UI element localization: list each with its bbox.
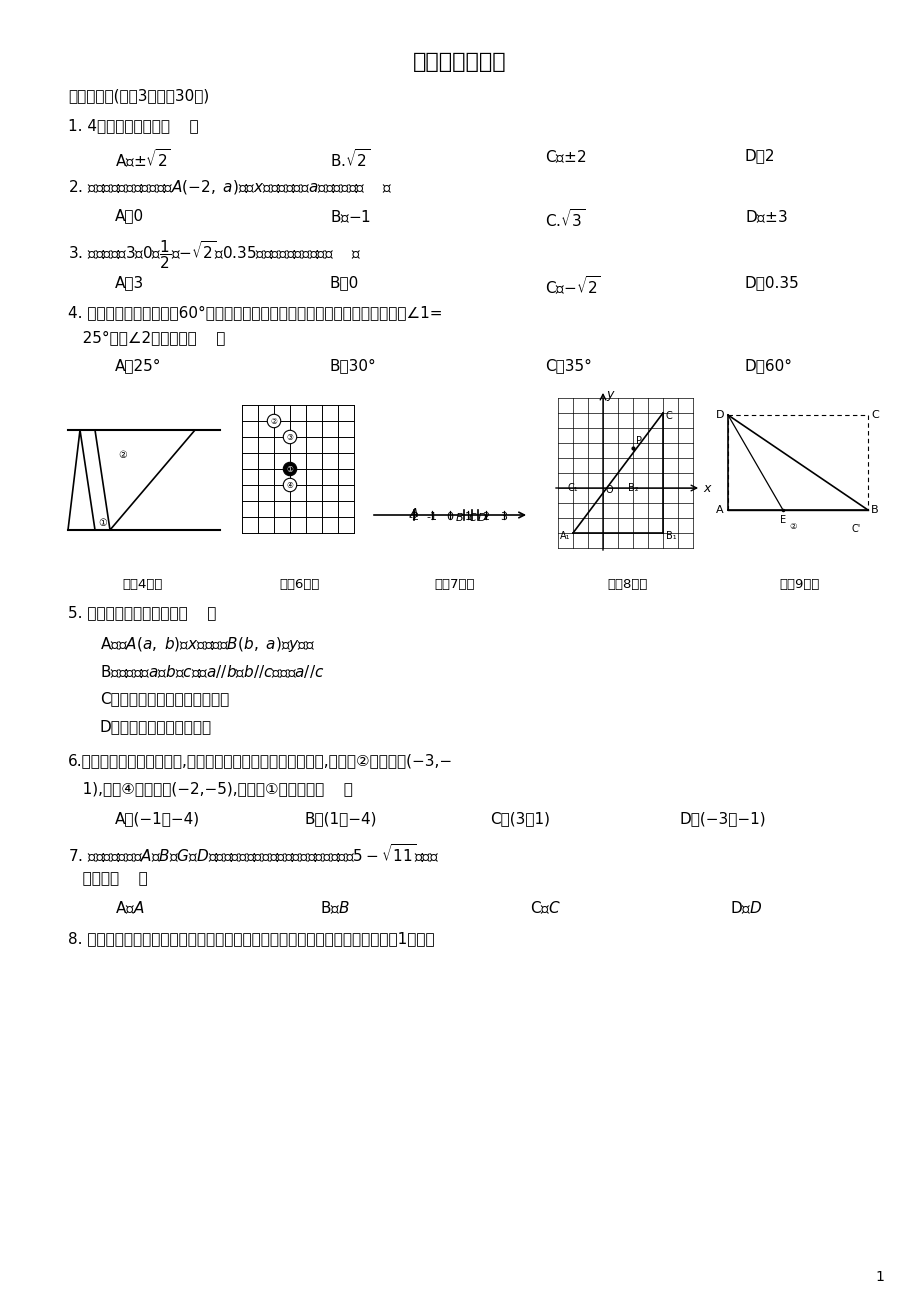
Text: 的点是（    ）: 的点是（ ） [68, 871, 148, 885]
Text: D．$D$: D．$D$ [729, 898, 762, 915]
Text: B₁: B₁ [665, 531, 675, 542]
Text: y: y [606, 388, 613, 401]
Text: -2: -2 [408, 512, 419, 522]
Text: A．$\pm\sqrt{2}$: A．$\pm\sqrt{2}$ [115, 148, 171, 171]
Text: 8. 如图，将正方形网格放置在平面直角坐标系中，其中每个小正方形的边长均为1，三角: 8. 如图，将正方形网格放置在平面直角坐标系中，其中每个小正方形的边长均为1，三… [68, 931, 434, 947]
Text: ②: ② [270, 417, 278, 426]
Text: 2: 2 [482, 512, 489, 522]
Text: D: D [715, 410, 723, 421]
Text: A₁: A₁ [559, 531, 570, 542]
Circle shape [267, 414, 280, 428]
Text: B．30°: B．30° [330, 358, 377, 372]
Text: C.$\sqrt{3}$: C.$\sqrt{3}$ [544, 208, 584, 230]
Text: C．$-\sqrt{2}$: C．$-\sqrt{2}$ [544, 275, 600, 298]
Circle shape [283, 430, 297, 444]
Text: C: C [665, 411, 672, 421]
Text: 1),白棋④的坐标为(−2,−5),则黑棋①的坐标为（    ）: 1),白棋④的坐标为(−2,−5),则黑棋①的坐标为（ ） [68, 781, 353, 796]
Text: （第4题）: （第4题） [122, 578, 163, 591]
Text: A．0: A．0 [115, 208, 144, 223]
Text: D．2: D．2 [744, 148, 775, 163]
Text: ①: ① [286, 465, 293, 474]
Text: 25°，则∠2的度数是（    ）: 25°，则∠2的度数是（ ） [68, 329, 225, 345]
Text: E: E [779, 516, 785, 525]
Text: C．两直线平行，同旁内角互补: C．两直线平行，同旁内角互补 [100, 691, 229, 706]
Text: 3: 3 [500, 512, 507, 522]
Text: D．60°: D．60° [744, 358, 792, 372]
Text: 5. 下列命题中，假命题是（    ）: 5. 下列命题中，假命题是（ ） [68, 605, 216, 620]
Text: B．$-1$: B．$-1$ [330, 208, 370, 225]
Text: 1: 1 [875, 1269, 883, 1284]
Text: A: A [409, 506, 418, 519]
Text: -1: -1 [426, 512, 437, 522]
Text: A．(−1，−4): A．(−1，−4) [115, 811, 200, 825]
Text: B．(1，−4): B．(1，−4) [305, 811, 377, 825]
Text: O: O [606, 486, 613, 495]
Text: ③: ③ [286, 432, 293, 441]
Circle shape [283, 478, 297, 492]
Text: 期中达标测试卷: 期中达标测试卷 [413, 52, 506, 72]
Text: 4. 如图，小聪把一块含有60°角的直角三角板的两个顶点放在直尺的对边上．若∠1=: 4. 如图，小聪把一块含有60°角的直角三角板的两个顶点放在直尺的对边上．若∠1… [68, 305, 442, 320]
Text: （第8题）: （第8题） [607, 578, 648, 591]
Text: （第9题）: （第9题） [779, 578, 820, 591]
Text: D．0.35: D．0.35 [744, 275, 799, 290]
Text: B．如果直线$a$，$b$，$c$满足$a//b$，$b//c$，那么$a//c$: B．如果直线$a$，$b$，$c$满足$a//b$，$b//c$，那么$a//c… [100, 663, 324, 680]
Text: B: B [456, 513, 463, 523]
Text: 7. 如图，数轴上有$A$，$B$，$G$，$D$四点，根据图中各点的位置，所表示的数与$5-\sqrt{11}$最接近: 7. 如图，数轴上有$A$，$B$，$G$，$D$四点，根据图中各点的位置，所表… [68, 842, 438, 866]
Text: x: x [702, 482, 709, 495]
Text: C．35°: C．35° [544, 358, 591, 372]
Text: ①: ① [98, 518, 107, 529]
Text: 2. 在平面直角坐标系中，点$A(-2,\ a)$位于$x$轴的上方，则$a$的值可以是（    ）: 2. 在平面直角坐标系中，点$A(-2,\ a)$位于$x$轴的上方，则$a$的… [68, 178, 392, 197]
Text: （第7题）: （第7题） [435, 578, 475, 591]
Text: B．0: B．0 [330, 275, 358, 290]
Text: C．(3，1): C．(3，1) [490, 811, 550, 825]
Text: B．$B$: B．$B$ [320, 898, 349, 915]
Circle shape [283, 462, 297, 475]
Text: C: C [468, 513, 475, 523]
Text: 一、选择题(每题3分，共30分): 一、选择题(每题3分，共30分) [68, 89, 209, 103]
Text: A．$A$: A．$A$ [115, 898, 144, 915]
Text: D．(−3，−1): D．(−3，−1) [679, 811, 766, 825]
Text: A: A [716, 505, 723, 516]
Text: B.$\sqrt{2}$: B.$\sqrt{2}$ [330, 148, 369, 171]
Text: 0: 0 [446, 512, 453, 522]
Text: A．若$A(a,\ b)$在$x$轴上，则$B(b,\ a)$在$y$轴上: A．若$A(a,\ b)$在$x$轴上，则$B(b,\ a)$在$y$轴上 [100, 635, 315, 654]
Text: C': C' [850, 523, 859, 534]
Text: ②: ② [789, 522, 796, 531]
Text: C: C [870, 410, 878, 421]
Text: （第6题）: （第6题） [279, 578, 320, 591]
Text: 1. 4的算术平方根是（    ）: 1. 4的算术平方根是（ ） [68, 118, 199, 133]
Text: C．$\pm2$: C．$\pm2$ [544, 148, 585, 165]
Text: D．$\pm3$: D．$\pm3$ [744, 208, 787, 225]
Text: C．$C$: C．$C$ [529, 898, 561, 915]
Text: D: D [477, 513, 486, 523]
Text: 3. 下列实数：3，0，$\dfrac{1}{2}$，$-\sqrt{2}$，0.35，其中最小的实数是（    ）: 3. 下列实数：3，0，$\dfrac{1}{2}$，$-\sqrt{2}$，0… [68, 238, 361, 271]
Text: B₂: B₂ [627, 483, 638, 493]
Text: 1: 1 [464, 512, 471, 522]
Text: A．25°: A．25° [115, 358, 162, 372]
Text: D．相等的两个角是对顶角: D．相等的两个角是对顶角 [100, 719, 212, 734]
Text: P: P [635, 436, 641, 447]
Text: 6.如图是围棋棋盘的一部分,将它放置在某个平面直角坐标系中,若白棋②的坐标为(−3,−: 6.如图是围棋棋盘的一部分,将它放置在某个平面直角坐标系中,若白棋②的坐标为(−… [68, 753, 453, 768]
Text: B: B [870, 505, 878, 516]
Text: A．3: A．3 [115, 275, 144, 290]
Text: C₁: C₁ [567, 483, 578, 493]
Text: ④: ④ [286, 480, 293, 490]
Text: ②: ② [118, 450, 127, 460]
